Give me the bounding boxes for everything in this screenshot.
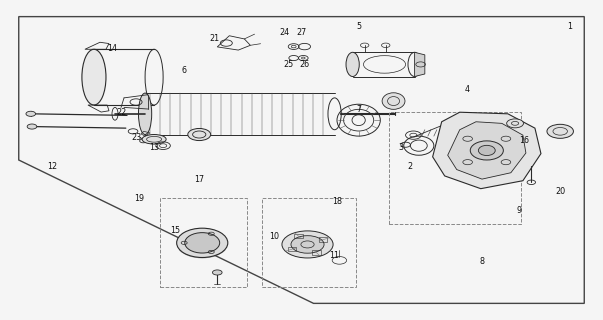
Text: 18: 18 — [333, 197, 343, 206]
Text: 10: 10 — [270, 232, 279, 241]
Ellipse shape — [185, 233, 219, 253]
Text: 1: 1 — [567, 22, 572, 31]
Circle shape — [27, 124, 37, 129]
Circle shape — [507, 119, 523, 128]
Polygon shape — [432, 112, 541, 189]
Text: 19: 19 — [134, 194, 144, 203]
Text: 23: 23 — [131, 133, 141, 142]
Ellipse shape — [139, 93, 152, 134]
Polygon shape — [447, 122, 526, 179]
Text: 27: 27 — [297, 28, 306, 37]
Ellipse shape — [188, 128, 210, 140]
Ellipse shape — [478, 145, 495, 156]
Circle shape — [547, 124, 573, 138]
Text: 13: 13 — [149, 143, 159, 152]
Ellipse shape — [82, 49, 106, 105]
Text: 11: 11 — [330, 251, 339, 260]
Circle shape — [212, 270, 222, 275]
Text: 26: 26 — [300, 60, 309, 69]
Bar — [389, 112, 521, 224]
Text: 2: 2 — [407, 162, 412, 171]
Text: 5: 5 — [356, 22, 361, 31]
Text: 12: 12 — [47, 162, 57, 171]
Ellipse shape — [346, 52, 359, 76]
Text: 22: 22 — [116, 108, 126, 117]
Text: 20: 20 — [555, 188, 565, 196]
Text: 25: 25 — [283, 60, 294, 69]
Ellipse shape — [382, 93, 405, 109]
Text: 8: 8 — [479, 258, 484, 267]
Ellipse shape — [177, 228, 228, 258]
Ellipse shape — [142, 134, 166, 144]
Bar — [160, 198, 247, 287]
Text: 16: 16 — [519, 136, 529, 145]
Polygon shape — [415, 52, 425, 76]
Text: 9: 9 — [517, 206, 522, 215]
Text: 24: 24 — [280, 28, 289, 37]
Ellipse shape — [282, 231, 333, 258]
Bar — [262, 198, 356, 287]
Text: 21: 21 — [209, 35, 219, 44]
Ellipse shape — [291, 236, 324, 253]
Text: 4: 4 — [464, 85, 470, 94]
Circle shape — [26, 111, 36, 116]
Text: 3: 3 — [398, 143, 403, 152]
Text: 15: 15 — [170, 226, 180, 235]
Text: 7: 7 — [356, 105, 361, 114]
Text: 17: 17 — [194, 175, 204, 184]
Ellipse shape — [470, 141, 504, 160]
Text: 6: 6 — [182, 66, 187, 75]
Text: 14: 14 — [107, 44, 117, 53]
